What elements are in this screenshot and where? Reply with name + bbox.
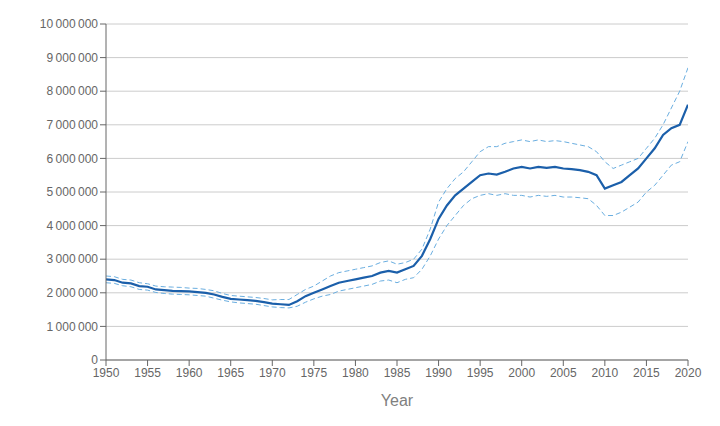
svg-text:Year: Year xyxy=(381,392,414,409)
svg-text:1970: 1970 xyxy=(259,366,286,380)
svg-text:2 000 000: 2 000 000 xyxy=(46,286,98,300)
svg-text:1960: 1960 xyxy=(176,366,203,380)
svg-text:3 000 000: 3 000 000 xyxy=(46,252,98,266)
svg-text:6 000 000: 6 000 000 xyxy=(46,152,98,166)
svg-text:4 000 000: 4 000 000 xyxy=(46,219,98,233)
svg-text:1950: 1950 xyxy=(93,366,120,380)
svg-text:8 000 000: 8 000 000 xyxy=(46,84,98,98)
svg-text:2000: 2000 xyxy=(508,366,535,380)
svg-text:0: 0 xyxy=(91,353,98,367)
svg-text:1955: 1955 xyxy=(134,366,161,380)
svg-text:2020: 2020 xyxy=(675,366,702,380)
svg-text:2015: 2015 xyxy=(633,366,660,380)
svg-text:1980: 1980 xyxy=(342,366,369,380)
svg-text:5 000 000: 5 000 000 xyxy=(46,185,98,199)
svg-text:7 000 000: 7 000 000 xyxy=(46,118,98,132)
svg-text:2010: 2010 xyxy=(592,366,619,380)
svg-text:1 000 000: 1 000 000 xyxy=(46,320,98,334)
svg-text:1975: 1975 xyxy=(301,366,328,380)
svg-text:9 000 000: 9 000 000 xyxy=(46,51,98,65)
svg-text:2005: 2005 xyxy=(550,366,577,380)
svg-text:1990: 1990 xyxy=(425,366,452,380)
svg-text:1985: 1985 xyxy=(384,366,411,380)
svg-text:1965: 1965 xyxy=(217,366,244,380)
svg-text:10 000 000: 10 000 000 xyxy=(40,17,99,31)
svg-text:1995: 1995 xyxy=(467,366,494,380)
